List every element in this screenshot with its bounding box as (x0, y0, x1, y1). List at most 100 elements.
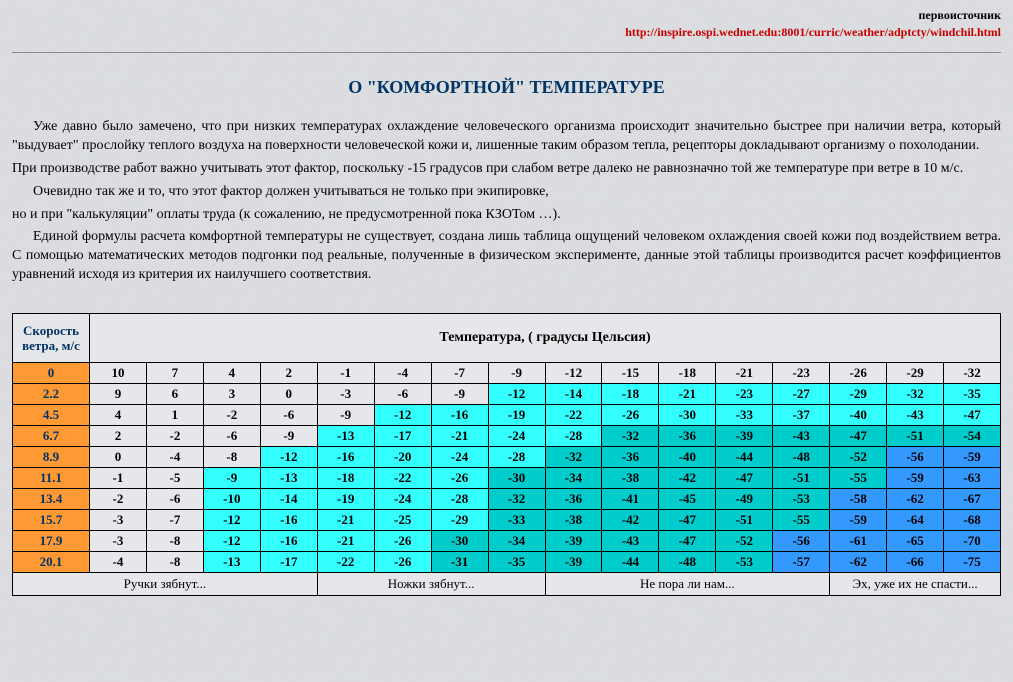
table-cell: -31 (431, 552, 488, 573)
table-cell: -34 (545, 468, 602, 489)
footer-cell: Ножки зябнут... (317, 573, 545, 596)
table-cell: -17 (260, 552, 317, 573)
table-cell: -12 (203, 531, 260, 552)
table-cell: -75 (944, 552, 1001, 573)
table-cell: -9 (260, 426, 317, 447)
paragraph: При производстве работ важно учитывать э… (12, 160, 1001, 179)
table-cell: -7 (146, 510, 203, 531)
table-cell: -5 (146, 468, 203, 489)
corner-header: Скоростьветра, м/с (13, 314, 90, 363)
table-cell: -14 (260, 489, 317, 510)
table-cell: -39 (545, 531, 602, 552)
temp-col-header: -7 (431, 363, 488, 384)
table-cell: -48 (773, 447, 830, 468)
table-cell: -6 (203, 426, 260, 447)
table-cell: -56 (887, 447, 944, 468)
table-cell: -34 (488, 531, 545, 552)
table-cell: -51 (773, 468, 830, 489)
table-cell: -55 (773, 510, 830, 531)
table-cell: -30 (488, 468, 545, 489)
table-cell: -2 (146, 426, 203, 447)
speed-cell: 15.7 (13, 510, 90, 531)
table-cell: -26 (602, 405, 659, 426)
table-cell: 0 (90, 447, 147, 468)
table-cell: -18 (602, 384, 659, 405)
table-cell: -43 (602, 531, 659, 552)
page-title: О "КОМФОРТНОЙ" ТЕМПЕРАТУРЕ (12, 77, 1001, 98)
table-cell: -54 (944, 426, 1001, 447)
table-cell: -52 (716, 531, 773, 552)
table-cell: -12 (488, 384, 545, 405)
table-cell: -4 (90, 552, 147, 573)
footer-cell: Не пора ли нам... (545, 573, 830, 596)
table-cell: -62 (887, 489, 944, 510)
table-cell: -36 (545, 489, 602, 510)
table-cell: -40 (659, 447, 716, 468)
table-cell: -53 (773, 489, 830, 510)
speed-cell: 17.9 (13, 531, 90, 552)
table-cell: -28 (431, 489, 488, 510)
table-cell: -3 (90, 531, 147, 552)
table-cell: -16 (317, 447, 374, 468)
table-cell: -26 (374, 531, 431, 552)
windchill-table: Скоростьветра, м/сТемпература, ( градусы… (12, 313, 1001, 596)
table-cell: -39 (545, 552, 602, 573)
table-cell: -21 (659, 384, 716, 405)
table-cell: -38 (545, 510, 602, 531)
table-cell: -42 (659, 468, 716, 489)
table-cell: -29 (830, 384, 887, 405)
table-cell: -3 (317, 384, 374, 405)
table-cell: -38 (602, 468, 659, 489)
table-cell: -9 (203, 468, 260, 489)
table-cell: -57 (773, 552, 830, 573)
source-link[interactable]: http://inspire.ospi.wednet.edu:8001/curr… (625, 25, 1001, 39)
table-cell: -44 (716, 447, 773, 468)
table-cell: -67 (944, 489, 1001, 510)
table-cell: -21 (431, 426, 488, 447)
table-cell: -47 (659, 531, 716, 552)
table-cell: 1 (146, 405, 203, 426)
table-cell: -8 (203, 447, 260, 468)
table-cell: -59 (944, 447, 1001, 468)
table-cell: -26 (374, 552, 431, 573)
table-cell: -66 (887, 552, 944, 573)
speed-cell: 8.9 (13, 447, 90, 468)
speed-cell: 2.2 (13, 384, 90, 405)
table-cell: -47 (830, 426, 887, 447)
table-cell: -12 (374, 405, 431, 426)
table-cell: -24 (488, 426, 545, 447)
table-cell: -49 (716, 489, 773, 510)
temp-col-header: -12 (545, 363, 602, 384)
table-cell: -21 (317, 510, 374, 531)
speed-cell: 11.1 (13, 468, 90, 489)
footer-cell: Эх, уже их не спасти... (830, 573, 1001, 596)
table-cell: -6 (146, 489, 203, 510)
temperature-header: Температура, ( градусы Цельсия) (90, 314, 1001, 363)
table-cell: -13 (203, 552, 260, 573)
table-cell: -20 (374, 447, 431, 468)
table-cell: -47 (659, 510, 716, 531)
temp-col-header: -32 (944, 363, 1001, 384)
table-cell: -55 (830, 468, 887, 489)
table-cell: -29 (431, 510, 488, 531)
table-cell: -62 (830, 552, 887, 573)
table-cell: -14 (545, 384, 602, 405)
table-cell: -37 (773, 405, 830, 426)
table-cell: -2 (90, 489, 147, 510)
table-cell: -32 (602, 426, 659, 447)
table-cell: -63 (944, 468, 1001, 489)
table-cell: -8 (146, 552, 203, 573)
speed-cell: 20.1 (13, 552, 90, 573)
table-cell: -51 (887, 426, 944, 447)
table-cell: -59 (830, 510, 887, 531)
temp-col-header: -23 (773, 363, 830, 384)
table-cell: -26 (431, 468, 488, 489)
table-cell: 6 (146, 384, 203, 405)
table-cell: -53 (716, 552, 773, 573)
table-cell: -27 (773, 384, 830, 405)
table-cell: -59 (887, 468, 944, 489)
table-cell: -28 (545, 426, 602, 447)
table-cell: -64 (887, 510, 944, 531)
temp-col-header: -29 (887, 363, 944, 384)
table-cell: -24 (374, 489, 431, 510)
